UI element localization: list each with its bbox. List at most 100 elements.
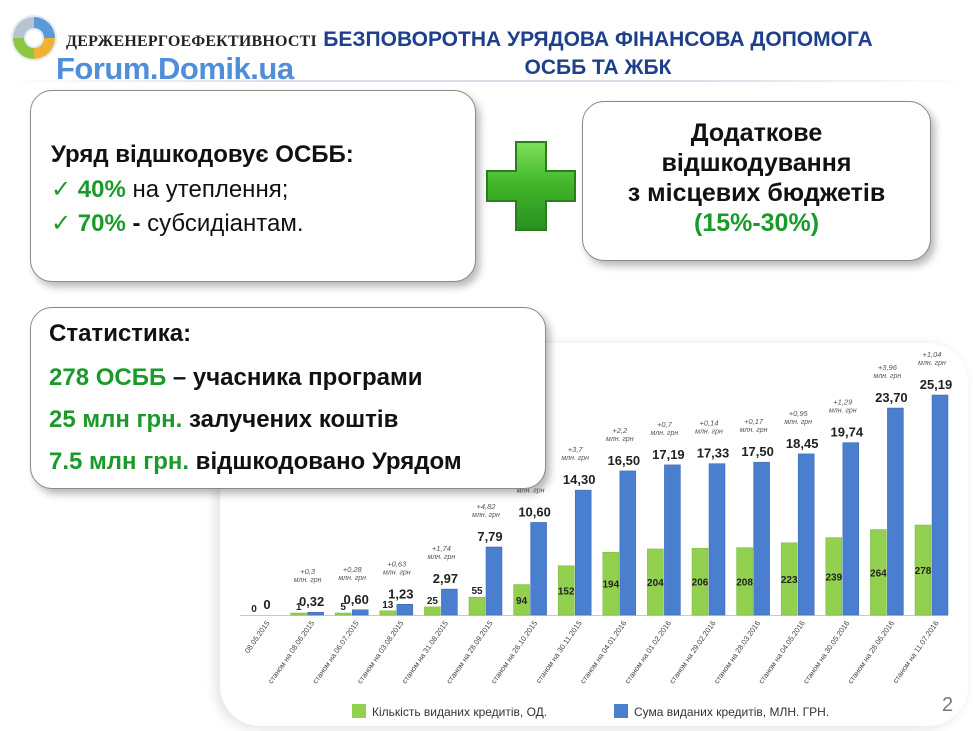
compensation-dash: - bbox=[125, 210, 148, 237]
check-icon: ✓ bbox=[51, 176, 72, 203]
count-data-label: 1 bbox=[296, 602, 302, 613]
statistics-box: Статистика: 278 ОСББ – учасника програми… bbox=[30, 307, 546, 489]
category-tick-label: станом на 30.05.2016 bbox=[801, 619, 851, 685]
compensation-text: на утеплення; bbox=[125, 176, 289, 203]
bar-credits-sum bbox=[485, 546, 503, 616]
sum-data-label: 23,70 bbox=[875, 390, 908, 405]
page-title: БЕЗПОВОРОТНА УРЯДОВА ФІНАНСОВА ДОПОМОГА … bbox=[278, 26, 918, 82]
sum-data-label: 19,74 bbox=[831, 425, 864, 440]
increment-unit-label: млн. грн bbox=[294, 577, 322, 584]
increment-label: +0,95 bbox=[789, 409, 809, 418]
bar-credits-count bbox=[691, 548, 709, 616]
increment-unit-label: млн. грн bbox=[517, 487, 545, 494]
increment-unit-label: млн. грн bbox=[829, 408, 857, 415]
bar-credits-sum bbox=[619, 470, 637, 616]
increment-unit-label: млн. грн bbox=[561, 455, 589, 462]
compensation-heading: Уряд відшкодовує ОСББ: bbox=[51, 141, 354, 168]
increment-unit-label: млн. грн bbox=[784, 419, 812, 426]
bar-credits-count bbox=[780, 542, 798, 616]
count-data-label: 278 bbox=[915, 566, 932, 577]
statistics-item-3: 7.5 млн грн. відшкодовано Урядом bbox=[49, 448, 462, 476]
bar-credits-sum bbox=[753, 461, 770, 616]
bar-credits-sum bbox=[931, 394, 949, 616]
category-tick-label: станом на 11.07.2016 bbox=[891, 619, 941, 685]
sum-data-label: 25,19 bbox=[920, 377, 953, 392]
sum-data-label: 0,32 bbox=[299, 594, 324, 609]
compensation-percent: 40% bbox=[77, 176, 126, 203]
count-data-label: 239 bbox=[825, 572, 842, 583]
bar-credits-sum bbox=[797, 453, 815, 616]
category-tick-label: станом на 06.07.2015 bbox=[311, 619, 361, 685]
chart-panel: 0 0 08.05.2015 1 0,32 +0,3 млн. грн станом на 0… bbox=[220, 343, 968, 726]
increment-label: +1,29 bbox=[833, 398, 853, 407]
statistics-text: відшкодовано Урядом bbox=[189, 448, 462, 475]
increment-unit-label: млн. грн bbox=[695, 429, 723, 436]
count-data-label: 25 bbox=[427, 596, 439, 607]
increment-unit-label: млн. грн bbox=[338, 575, 366, 582]
statistics-value: 278 ОСББ bbox=[49, 364, 167, 391]
bar-credits-sum bbox=[574, 489, 592, 616]
count-data-label: 0 bbox=[251, 604, 257, 615]
count-data-label: 206 bbox=[692, 578, 709, 589]
bar-credits-sum bbox=[351, 609, 369, 616]
increment-label: +3,96 bbox=[878, 363, 898, 372]
category-tick-label: станом на 29.02.2016 bbox=[667, 619, 717, 685]
statistics-heading: Статистика: bbox=[49, 320, 192, 347]
increment-label: +0,14 bbox=[700, 419, 719, 428]
sum-data-label: 0 bbox=[263, 597, 270, 612]
category-tick-label: станом на 03.08.2015 bbox=[355, 619, 405, 685]
bar-credits-sum bbox=[842, 442, 860, 616]
increment-label: +3,7 bbox=[568, 445, 584, 454]
category-tick-label: станом на 04.05.2016 bbox=[757, 619, 807, 685]
bar-credits-count bbox=[513, 584, 530, 616]
increment-unit-label: млн. грн bbox=[874, 373, 902, 380]
category-tick-label: станом на 01.02.2016 bbox=[623, 619, 673, 685]
increment-unit-label: млн. грн bbox=[428, 554, 456, 561]
increment-label: +0,7 bbox=[657, 420, 673, 429]
check-icon: ✓ bbox=[51, 210, 72, 237]
category-tick-label: станом на 26.10.2015 bbox=[489, 619, 539, 685]
bar-credits-count bbox=[424, 606, 441, 616]
bar-credits-count bbox=[914, 524, 932, 616]
page-number: 2 bbox=[942, 694, 954, 716]
statistics-value: 7.5 млн грн. bbox=[49, 448, 190, 475]
logo-icon bbox=[11, 15, 57, 61]
category-tick-label: 08.05.2015 bbox=[243, 619, 272, 655]
increment-unit-label: млн. грн bbox=[383, 569, 411, 576]
increment-label: +0,17 bbox=[744, 417, 764, 426]
count-data-label: 194 bbox=[602, 580, 619, 591]
increment-unit-label: млн. грн bbox=[740, 427, 768, 434]
category-tick-label: станом на 08.06.2015 bbox=[266, 619, 316, 685]
statistics-text: залучених коштів bbox=[182, 406, 399, 433]
legend-swatch-sum bbox=[614, 704, 628, 718]
sum-data-label: 14,30 bbox=[563, 472, 596, 487]
bar-credits-count bbox=[379, 610, 397, 616]
local-budget-line-1: Додаткове bbox=[690, 119, 823, 147]
legend-label-sum: Сума виданих кредитів, МЛН. ГРН. bbox=[634, 705, 829, 719]
sum-data-label: 18,45 bbox=[786, 436, 819, 451]
compensation-item-2: ✓ 70% - субсидіантам. bbox=[51, 209, 303, 238]
bar-credits-count bbox=[290, 612, 307, 616]
category-tick-label: станом на 28.06.2016 bbox=[846, 619, 896, 685]
increment-unit-label: млн. грн bbox=[472, 512, 500, 519]
increment-label: +4,82 bbox=[477, 502, 497, 511]
sum-data-label: 17,19 bbox=[652, 447, 685, 462]
bar-credits-sum bbox=[441, 588, 458, 616]
org-name: ДЕРЖЕНЕРГОЕФЕКТИВНОСТІ bbox=[66, 33, 317, 50]
increment-label: +0,3 bbox=[300, 567, 316, 576]
increment-unit-label: млн. грн bbox=[606, 436, 634, 443]
sum-data-label: 1,23 bbox=[388, 586, 413, 601]
sum-data-label: 7,79 bbox=[477, 529, 502, 544]
local-budget-percent: (15%-30%) bbox=[693, 209, 820, 237]
statistics-text: – учасника програми bbox=[166, 364, 423, 391]
header-divider bbox=[0, 80, 973, 82]
compensation-percent: 70% bbox=[77, 210, 126, 237]
sum-data-label: 17,33 bbox=[697, 446, 730, 461]
bar-credits-count bbox=[736, 547, 753, 616]
local-budget-box: Додаткове відшкодування з місцевих бюдже… bbox=[582, 101, 931, 261]
category-tick-label: станом на 31.08.2015 bbox=[400, 619, 450, 685]
sum-data-label: 0,60 bbox=[344, 592, 369, 607]
count-data-label: 208 bbox=[736, 577, 753, 588]
increment-label: +0,63 bbox=[387, 559, 407, 568]
increment-unit-label: млн. грн bbox=[651, 430, 679, 437]
